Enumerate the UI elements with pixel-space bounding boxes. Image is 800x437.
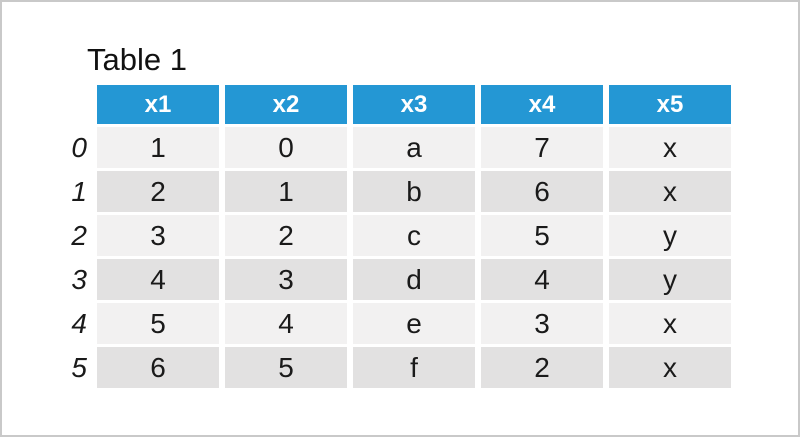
- table-cell: y: [609, 215, 731, 256]
- table-row: 3 4 3 d 4 y: [57, 259, 731, 300]
- table-cell: 2: [225, 215, 347, 256]
- table-cell: 1: [97, 127, 219, 168]
- table-cell: x: [609, 347, 731, 388]
- table-cell: 7: [481, 127, 603, 168]
- row-index: 0: [71, 131, 87, 163]
- column-header-x3: x3: [353, 85, 475, 124]
- table-cell: d: [353, 259, 475, 300]
- table-cell: 5: [481, 215, 603, 256]
- row-index: 5: [71, 351, 87, 383]
- table-cell: 0: [225, 127, 347, 168]
- table-cell: 4: [97, 259, 219, 300]
- table-cell: x: [609, 127, 731, 168]
- table-cell: 1: [225, 171, 347, 212]
- table-cell: x: [609, 303, 731, 344]
- row-index: 2: [71, 219, 87, 251]
- table-row: 0 1 0 a 7 x: [57, 127, 731, 168]
- table-row: 2 3 2 c 5 y: [57, 215, 731, 256]
- header-row: x1 x2 x3 x4 x5: [57, 85, 731, 124]
- column-header-x5: x5: [609, 85, 731, 124]
- row-index: 3: [71, 263, 87, 295]
- table-row: 5 6 5 f 2 x: [57, 347, 731, 388]
- table-cell: y: [609, 259, 731, 300]
- table-cell: 5: [225, 347, 347, 388]
- table-title: Table 1: [87, 42, 187, 77]
- row-index: 1: [71, 175, 87, 207]
- index-header-spacer: [57, 85, 91, 124]
- row-index: 4: [71, 307, 87, 339]
- table-figure: Table 1 x1 x2 x3 x4 x5 0 1 0 a 7 x 1: [2, 42, 798, 391]
- table-cell: x: [609, 171, 731, 212]
- table-cell: a: [353, 127, 475, 168]
- table-cell: b: [353, 171, 475, 212]
- table-cell: 4: [481, 259, 603, 300]
- column-header-x1: x1: [97, 85, 219, 124]
- data-table: x1 x2 x3 x4 x5 0 1 0 a 7 x 1 2 1 b 6: [51, 82, 737, 391]
- table-cell: 6: [97, 347, 219, 388]
- table-cell: 2: [97, 171, 219, 212]
- table-row: 4 5 4 e 3 x: [57, 303, 731, 344]
- table-cell: 2: [481, 347, 603, 388]
- table-cell: 4: [225, 303, 347, 344]
- table-cell: 3: [97, 215, 219, 256]
- column-header-x2: x2: [225, 85, 347, 124]
- table-cell: 5: [97, 303, 219, 344]
- table-row: 1 2 1 b 6 x: [57, 171, 731, 212]
- table-cell: 6: [481, 171, 603, 212]
- table-cell: 3: [225, 259, 347, 300]
- table-cell: 3: [481, 303, 603, 344]
- table-cell: e: [353, 303, 475, 344]
- column-header-x4: x4: [481, 85, 603, 124]
- table-cell: c: [353, 215, 475, 256]
- table-cell: f: [353, 347, 475, 388]
